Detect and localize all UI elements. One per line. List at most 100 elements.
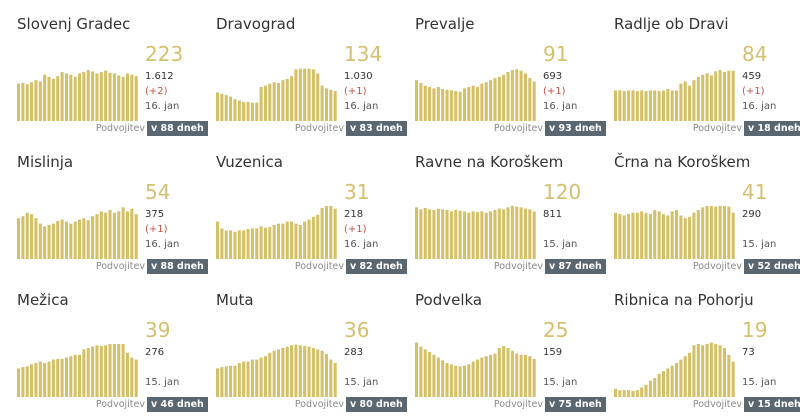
update-date: 15. jan	[742, 377, 777, 388]
chart-bar	[82, 218, 86, 259]
bar-chart	[216, 205, 337, 259]
doubling-badge: v 93 dneh	[545, 121, 606, 136]
municipality-card[interactable]: Mežica 39 276 15. jan Podvojitev v 46 dn…	[17, 291, 208, 415]
chart-bar	[307, 219, 311, 259]
chart-bar	[648, 380, 652, 397]
total-cases: 290	[742, 209, 762, 220]
chart-bar	[432, 354, 436, 397]
chart-bar	[432, 210, 436, 259]
update-date: 15. jan	[543, 239, 578, 250]
chart-bar	[21, 82, 25, 121]
chart-bar	[493, 353, 497, 397]
chart-bar	[121, 76, 125, 121]
chart-bar	[423, 349, 427, 397]
active-cases: 134	[344, 42, 383, 66]
municipality-card[interactable]: Vuzenica 31 218 (+1) 16. jan Podvojitev …	[216, 153, 407, 277]
municipality-card[interactable]: Radlje ob Dravi 84 459 (+1) 16. jan Podv…	[614, 15, 800, 139]
chart-bar	[454, 365, 458, 397]
municipality-card[interactable]: Dravograd 134 1.030 (+1) 16. jan Podvoji…	[216, 15, 407, 139]
chart-bar	[635, 91, 639, 121]
chart-bar	[130, 74, 134, 121]
bar-chart	[415, 69, 536, 121]
chart-bar	[445, 210, 449, 259]
doubling-label: Podvojitev	[294, 123, 344, 134]
doubling-badge: v 88 dneh	[147, 259, 208, 274]
chart-bar	[528, 209, 532, 259]
chart-bar	[661, 214, 665, 259]
chart-bar	[134, 76, 138, 121]
municipality-card[interactable]: Ravne na Koroškem 120 811 15. jan Podvoj…	[415, 153, 606, 277]
chart-bar	[329, 359, 333, 397]
chart-bar	[25, 366, 29, 397]
municipality-card[interactable]: Muta 36 283 15. jan Podvojitev v 80 dneh	[216, 291, 407, 415]
chart-bar	[454, 210, 458, 259]
chart-bar	[255, 102, 259, 121]
chart-bar	[311, 69, 315, 121]
chart-bar	[644, 91, 648, 121]
chart-bar	[91, 346, 95, 397]
doubling-badge: v 46 dneh	[147, 397, 208, 412]
chart-bar	[449, 364, 453, 397]
chart-bar	[714, 206, 718, 259]
chart-bar	[497, 76, 501, 121]
total-cases: 276	[145, 347, 165, 358]
municipality-name: Muta	[216, 291, 254, 309]
chart-bar	[324, 88, 328, 121]
chart-bar	[130, 208, 134, 259]
chart-bar	[640, 387, 644, 397]
chart-bar	[30, 364, 34, 397]
chart-bar	[333, 363, 337, 397]
chart-bar	[121, 343, 125, 397]
municipality-card[interactable]: Mislinja 54 375 (+1) 16. jan Podvojitev …	[17, 153, 208, 277]
chart-bar	[30, 82, 34, 121]
chart-bar	[692, 80, 696, 121]
chart-bar	[108, 343, 112, 397]
municipality-card[interactable]: Ribnica na Pohorju 19 73 15. jan Podvoji…	[614, 291, 800, 415]
chart-bar	[38, 81, 42, 121]
chart-bar	[436, 357, 440, 397]
municipality-card[interactable]: Podvelka 25 159 15. jan Podvojitev v 75 …	[415, 291, 606, 415]
chart-bar	[56, 76, 60, 121]
chart-bar	[523, 73, 527, 121]
chart-bar	[692, 212, 696, 259]
chart-bar	[112, 343, 116, 397]
municipality-name: Slovenj Gradec	[17, 15, 131, 33]
chart-bar	[99, 211, 103, 259]
municipality-card[interactable]: Prevalje 91 693 (+1) 16. jan Podvojitev …	[415, 15, 606, 139]
chart-bar	[480, 357, 484, 397]
bar-chart	[614, 342, 735, 397]
active-cases: 54	[145, 180, 171, 204]
chart-bar	[471, 361, 475, 397]
chart-bar	[51, 359, 55, 397]
municipality-card[interactable]: Črna na Koroškem 41 290 15. jan Podvojit…	[614, 153, 800, 277]
chart-bar	[657, 211, 661, 259]
chart-bar	[419, 82, 423, 121]
chart-bar	[688, 216, 692, 259]
chart-bar	[532, 211, 536, 259]
chart-bar	[675, 363, 679, 397]
municipality-name: Podvelka	[415, 291, 483, 309]
bar-chart	[17, 207, 138, 259]
chart-bar	[272, 350, 276, 397]
update-date: 15. jan	[145, 377, 180, 388]
chart-bar	[635, 390, 639, 397]
chart-bar	[497, 208, 501, 259]
chart-bar	[419, 346, 423, 397]
total-cases: 811	[543, 209, 563, 220]
chart-bar	[631, 90, 635, 121]
chart-bar	[484, 82, 488, 121]
chart-bar	[224, 366, 228, 397]
doubling-label: Podvojitev	[294, 261, 344, 272]
doubling-label: Podvojitev	[692, 261, 742, 272]
chart-bar	[644, 384, 648, 397]
chart-bar	[428, 87, 432, 121]
chart-bar	[709, 205, 713, 259]
chart-bar	[268, 352, 272, 397]
municipality-card[interactable]: Slovenj Gradec 223 1.612 (+2) 16. jan Po…	[17, 15, 208, 139]
chart-bar	[25, 84, 29, 121]
chart-bar	[237, 100, 241, 121]
chart-bar	[95, 345, 99, 397]
chart-bar	[95, 73, 99, 121]
chart-bar	[701, 74, 705, 121]
chart-bar	[640, 90, 644, 121]
